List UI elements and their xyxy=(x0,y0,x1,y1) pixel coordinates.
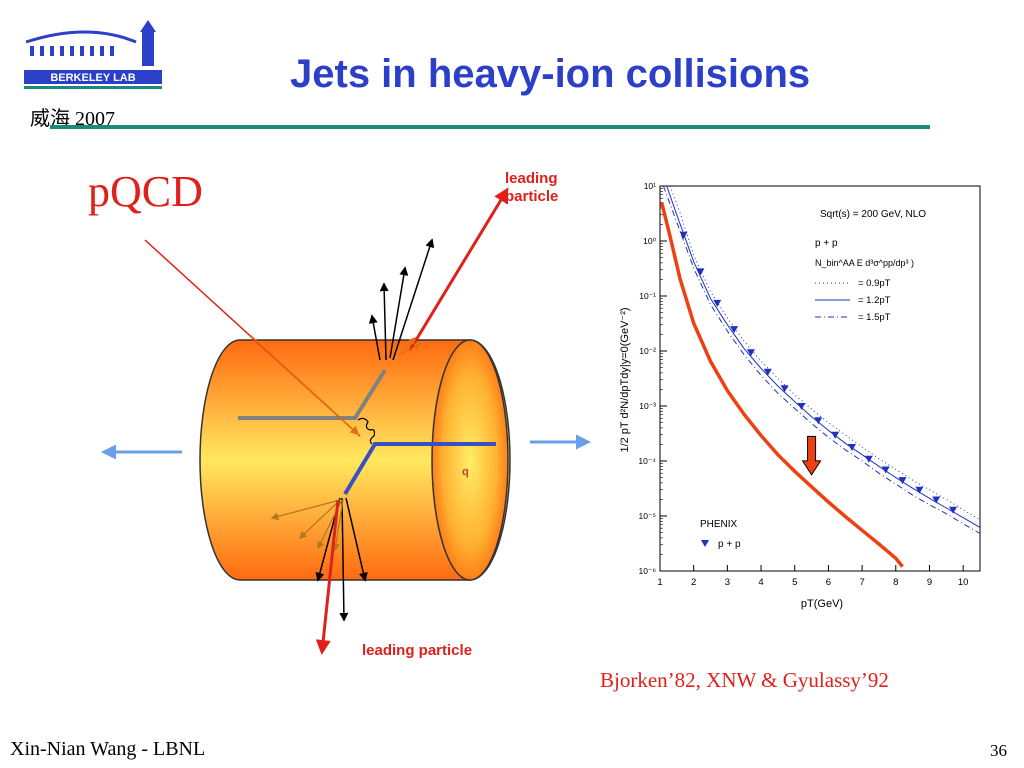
leading-particle-arrow-bottom xyxy=(315,499,340,655)
phenix-data-point xyxy=(831,431,840,439)
upward-hadron-spray xyxy=(368,238,435,361)
berkeley-lab-logo: BERKELEY LAB xyxy=(24,20,162,89)
gluon-exchange xyxy=(357,417,376,445)
slide-title: Jets in heavy-ion collisions xyxy=(290,52,811,96)
upward-soft-arrows xyxy=(397,336,422,357)
pqcd-probe-arrow xyxy=(249,334,360,436)
legend-entry-2: = 1.2pT xyxy=(858,295,891,306)
series-line-dotted xyxy=(669,185,981,521)
x-tick-group: 1 2 3 4 5 6 7 8 9 10 xyxy=(657,565,968,588)
y-axis-label: 1/2 pT d²N/dpTdy|y=0(GeV⁻²) xyxy=(619,307,631,452)
phenix-data-point xyxy=(915,486,924,494)
y-tick-label: 10⁻⁴ xyxy=(638,456,656,466)
plot-frame xyxy=(659,185,981,572)
y-tick-label: 10⁻³ xyxy=(639,401,656,411)
leading-particle-top-line1: leading xyxy=(505,170,558,187)
data-points-layer xyxy=(679,231,958,514)
phenix-data-point xyxy=(864,455,873,463)
y-tick-label: 10⁰ xyxy=(643,236,656,246)
place-year-label: 威海 2007 xyxy=(30,108,115,130)
series-line-solid xyxy=(666,185,981,528)
leading-particle-label-bottom: leading particle xyxy=(362,642,473,659)
x-tick-label: 9 xyxy=(927,577,932,588)
leading-particle-top-line2: particle xyxy=(505,188,559,205)
x-tick-label: 5 xyxy=(792,577,797,588)
legend-header-3: N_bin^AA E d³σ^pp/dp³ ) xyxy=(815,258,914,268)
jet-quenching-diagram xyxy=(101,187,591,655)
phenix-data-point xyxy=(763,368,772,376)
phenix-data-point xyxy=(730,326,739,334)
parton-line-lower xyxy=(343,442,496,496)
medium-cylinder-end xyxy=(431,339,509,581)
x-tick-label: 3 xyxy=(725,577,730,588)
legend-entry-1: = 0.9pT xyxy=(858,278,891,289)
phenix-data-point xyxy=(696,268,705,276)
series-layer xyxy=(660,185,981,568)
phenix-data-point xyxy=(713,299,722,307)
phenix-data-point xyxy=(746,349,755,357)
suppression-arrow xyxy=(801,435,822,476)
phenix-data-point xyxy=(898,477,907,485)
leading-particle-arrow-top xyxy=(408,187,509,351)
y-tick-label: 10⁻⁶ xyxy=(639,566,656,576)
data-legend-title: PHENIX xyxy=(700,519,738,530)
leading-particle-label-top: leading particle xyxy=(505,170,558,206)
x-tick-label: 10 xyxy=(958,577,969,588)
parton-line-upper xyxy=(238,368,387,420)
phenix-data-point xyxy=(814,417,823,425)
phenix-data-point xyxy=(780,385,789,393)
y-tick-label: 10⁻¹ xyxy=(639,291,656,301)
citation: Bjorken’82, XNW & Gyulassy’92 xyxy=(600,668,889,692)
legend-header-1: Sqrt(s) = 200 GeV, NLO xyxy=(820,209,926,220)
page-number: 36 xyxy=(990,741,1007,760)
spectrum-chart: 1 2 3 4 5 6 7 8 9 10 10⁻⁶10⁻⁵10⁻⁴10⁻³10⁻²10⁻¹10⁰1… xyxy=(619,181,981,610)
x-tick-label: 7 xyxy=(859,577,864,588)
legend-entry-3: = 1.5pT xyxy=(858,312,891,323)
series-line-dashdot xyxy=(662,185,981,534)
data-legend-entry: p + p xyxy=(718,539,741,550)
x-tick-label: 6 xyxy=(826,577,831,588)
x-tick-label: 8 xyxy=(893,577,898,588)
phenix-data-point xyxy=(932,496,941,504)
x-tick-label: 2 xyxy=(691,577,696,588)
y-tick-label: 10⁻⁵ xyxy=(639,511,656,521)
phenix-data-point xyxy=(797,403,806,410)
phenix-data-point xyxy=(848,443,856,451)
footer-author: Xin-Nian Wang - LBNL xyxy=(10,738,206,760)
legend-header-2: p + p xyxy=(815,238,838,249)
phenix-data-point xyxy=(949,506,958,514)
pqcd-label: pQCD xyxy=(88,167,203,216)
suppression-arrow-layer xyxy=(801,435,822,476)
x-tick-label: 1 xyxy=(657,577,662,588)
data-legend-marker xyxy=(701,540,709,547)
phenix-data-point xyxy=(881,466,890,474)
series-line-thick xyxy=(660,202,904,568)
y-tick-label: 10⁻² xyxy=(639,346,656,356)
quark-label: q xyxy=(462,466,469,478)
logo-text: BERKELEY LAB xyxy=(50,72,135,84)
y-tick-label: 10¹ xyxy=(644,181,656,191)
x-axis-label: pT(GeV) xyxy=(801,598,843,610)
phenix-data-point xyxy=(679,231,688,239)
title-divider xyxy=(50,125,930,129)
y-tick-group: 10⁻⁶ 10⁻⁵ 10⁻⁴ 10⁻³ 10⁻² 10⁻¹ 10⁰ 10¹ xyxy=(638,181,667,576)
x-tick-label: 4 xyxy=(758,577,763,588)
